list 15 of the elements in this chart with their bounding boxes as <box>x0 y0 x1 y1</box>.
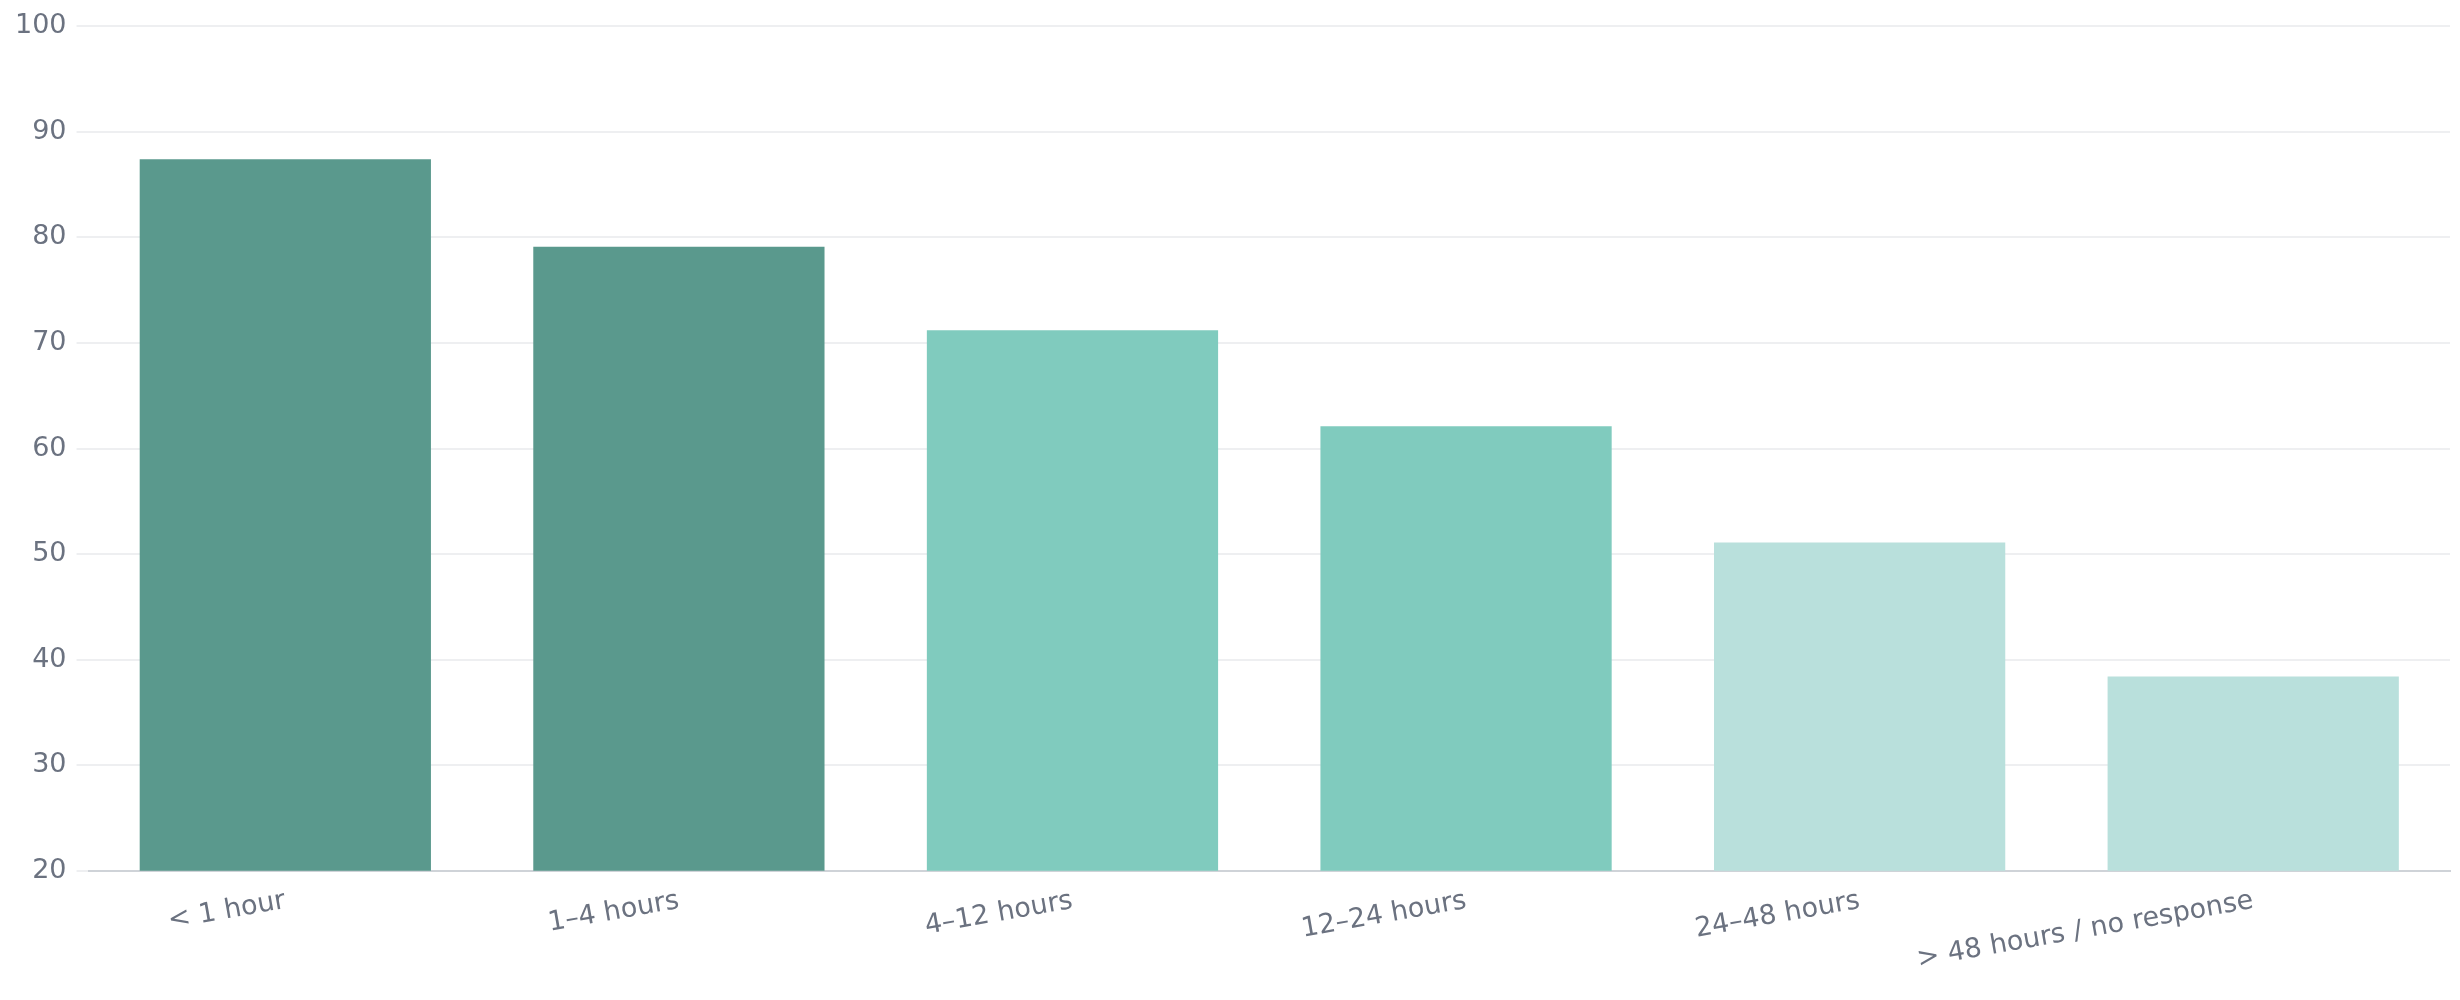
y-tick-label: 70 <box>32 324 67 356</box>
x-tick-label: > 48 hours / no response <box>1914 883 2256 973</box>
y-tick-label: 100 <box>14 8 67 40</box>
x-tick-label: 1–4 hours <box>545 883 682 937</box>
x-tick-label: 12–24 hours <box>1298 883 1469 943</box>
x-tick-label: 4–12 hours <box>922 883 1075 940</box>
x-tick-label: < 1 hour <box>165 882 289 935</box>
y-tick-label: 40 <box>32 641 67 673</box>
y-tick-label: 20 <box>32 852 67 884</box>
y-tick-label: 60 <box>32 430 67 462</box>
x-tick-label: 24–48 hours <box>1692 883 1862 943</box>
y-tick-label: 30 <box>32 747 67 779</box>
y-tick-label: 90 <box>32 113 67 145</box>
y-tick-label: 50 <box>32 536 67 568</box>
y-tick-label: 80 <box>32 219 67 251</box>
